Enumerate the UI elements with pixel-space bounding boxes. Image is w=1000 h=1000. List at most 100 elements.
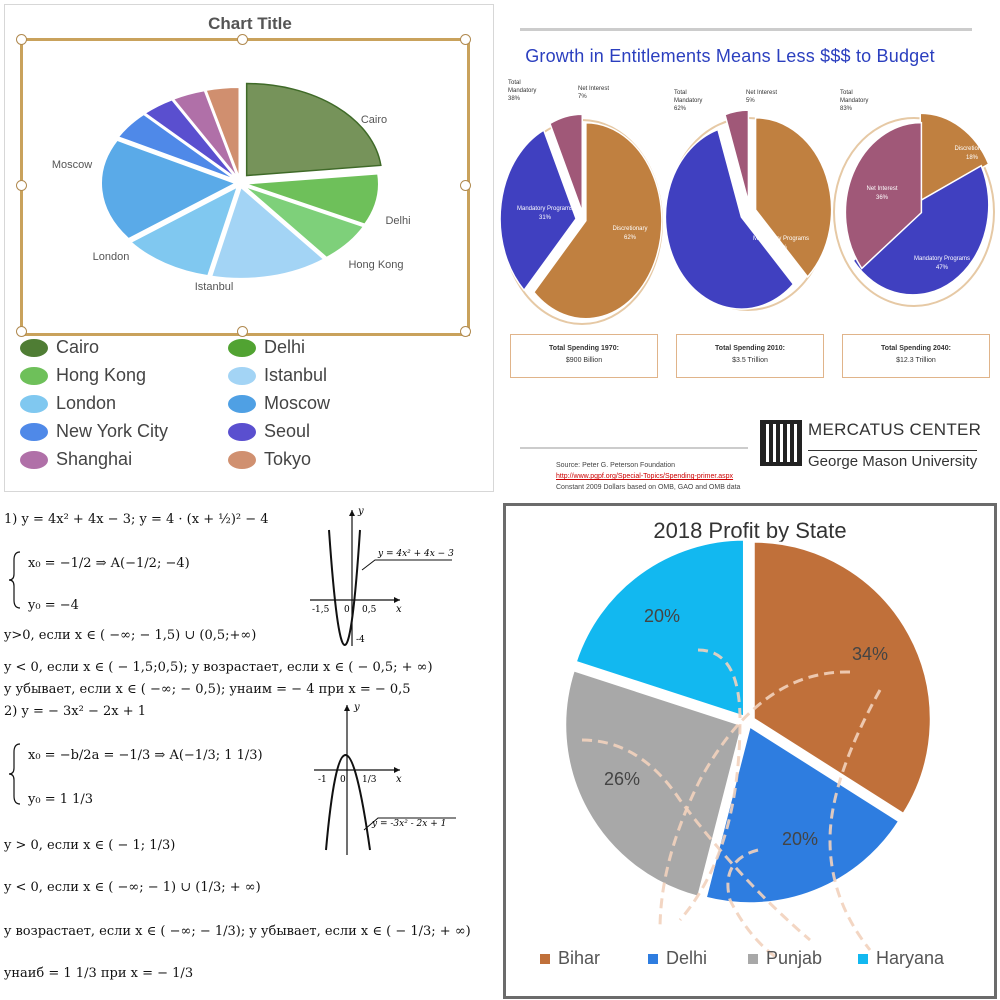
pie-slice-new-york-city[interactable] bbox=[116, 112, 238, 182]
pie-slice-moscow[interactable] bbox=[100, 138, 239, 241]
legend-label: Delhi bbox=[264, 337, 306, 357]
pie-slice-discretionary[interactable] bbox=[754, 117, 833, 279]
pie-slice-discretionary[interactable] bbox=[919, 112, 990, 205]
legend-label: Istanbul bbox=[264, 365, 328, 385]
math-line: y < 0, если x ∈ ( − 1,5;0,5); y возраста… bbox=[4, 660, 433, 675]
pie-slice-mandatory-programs[interactable] bbox=[500, 128, 577, 292]
slice-label: Discretionary 62% bbox=[612, 226, 647, 241]
legend-label: Bihar bbox=[558, 948, 601, 968]
pie-slice-mandatory-programs[interactable] bbox=[664, 128, 795, 310]
legend-item-istanbul[interactable]: Istanbul bbox=[228, 365, 327, 386]
legend-swatch bbox=[20, 366, 48, 385]
chart-area-border bbox=[4, 4, 494, 492]
legend-swatch bbox=[228, 450, 256, 469]
math-line: y > 0, если x ∈ ( − 1; 1/3) bbox=[4, 838, 176, 853]
legend-item-london[interactable]: London bbox=[20, 393, 116, 414]
brand-subtitle: George Mason University bbox=[808, 450, 978, 470]
callout-leader-line bbox=[581, 738, 811, 942]
resize-handle[interactable] bbox=[16, 326, 27, 337]
math-solution-panel: 1) y = 4x² + 4x − 3; y = 4 · (x + ½)² − … bbox=[0, 500, 500, 1000]
pie-slice-seoul[interactable] bbox=[142, 98, 239, 181]
resize-handle[interactable] bbox=[16, 180, 27, 191]
pie-slice-net-interest[interactable] bbox=[844, 121, 923, 270]
pie-slice-haryana[interactable] bbox=[573, 537, 746, 720]
legend-item-hong-kong[interactable]: Hong Kong bbox=[20, 365, 146, 386]
legend-label: New York City bbox=[56, 421, 169, 441]
math-line: y возрастает, если x ∈ ( −∞; − 1/3); y у… bbox=[4, 924, 471, 939]
mercatus-logo-icon bbox=[760, 420, 802, 466]
pie-slice-tokyo[interactable] bbox=[204, 86, 241, 180]
slice-label: Mandatory Programs 47% bbox=[914, 256, 970, 271]
box-heading: Total Spending 1970: bbox=[549, 345, 619, 352]
resize-handle[interactable] bbox=[16, 34, 27, 45]
legend-label: Cairo bbox=[56, 337, 100, 357]
brand-name: MERCATUS CENTER bbox=[808, 420, 982, 439]
legend-item-haryana[interactable]: Haryana bbox=[858, 948, 944, 969]
graph-1: y = 4x² + 4x − 3 -1,5 0 0,5 -4 x y bbox=[310, 506, 454, 646]
legend-label: Tokyo bbox=[264, 449, 312, 469]
legend-item-moscow[interactable]: Moscow bbox=[228, 393, 330, 414]
x-axis-label: x bbox=[396, 604, 402, 615]
legend-swatch bbox=[228, 338, 256, 357]
pie-slice-istanbul[interactable] bbox=[209, 185, 327, 280]
slice-label: Cairo bbox=[361, 114, 387, 126]
footer-divider bbox=[520, 447, 748, 449]
pie-slice-delhi[interactable] bbox=[243, 172, 380, 226]
callout-label: Net Interest 7% bbox=[578, 86, 609, 100]
entitlements-title: Growth in Entitlements Means Less $$$ to… bbox=[525, 46, 935, 66]
legend-item-seoul[interactable]: Seoul bbox=[228, 421, 310, 442]
math-line: 1) y = 4x² + 4x − 3; y = 4 · (x + ½)² − … bbox=[4, 512, 269, 527]
pie-slice-shanghai[interactable] bbox=[171, 89, 240, 180]
legend-label: Haryana bbox=[876, 948, 945, 968]
legend-item-shanghai[interactable]: Shanghai bbox=[20, 449, 132, 470]
source-line: Source: Peter G. Peterson Foundation bbox=[556, 462, 676, 469]
resize-handle[interactable] bbox=[460, 180, 471, 191]
legend-item-delhi[interactable]: Delhi bbox=[648, 948, 707, 969]
legend-item-punjab[interactable]: Punjab bbox=[748, 948, 822, 969]
tick-label: 0,5 bbox=[362, 605, 377, 615]
pie-slice-bihar[interactable] bbox=[751, 539, 933, 817]
pie-slice-delhi[interactable] bbox=[703, 723, 902, 906]
city-pie-chart-panel: Chart Title Cairo Delhi Hong Kong Istanbul L… bbox=[0, 0, 500, 500]
resize-handle[interactable] bbox=[460, 34, 471, 45]
math-line: y>0, если x ∈ ( −∞; − 1,5) ∪ (0,5;+∞) bbox=[4, 628, 257, 643]
legend-swatch bbox=[648, 953, 658, 964]
legend-swatch bbox=[228, 394, 256, 413]
pie-slice-mandatory-programs[interactable] bbox=[852, 164, 990, 296]
legend-item-delhi[interactable]: Delhi bbox=[228, 337, 305, 358]
resize-handle[interactable] bbox=[237, 326, 248, 337]
legend-item-bihar[interactable]: Bihar bbox=[540, 948, 600, 969]
chart-title[interactable]: Chart Title bbox=[208, 14, 292, 33]
y-axis-label: y bbox=[357, 506, 364, 517]
data-label-haryana: 20% bbox=[644, 606, 680, 626]
pie-slice-discretionary[interactable] bbox=[532, 121, 663, 320]
legend-item-cairo[interactable]: Cairo bbox=[20, 337, 99, 358]
pie-slice-hong-kong[interactable] bbox=[242, 184, 366, 260]
source-note: Constant 2009 Dollars based on OMB, GAO … bbox=[556, 484, 741, 491]
callout-label: Total Mandatory 62% bbox=[674, 90, 702, 112]
pie-slice-punjab[interactable] bbox=[563, 667, 745, 900]
pie-slice-cairo[interactable] bbox=[245, 82, 382, 177]
pie-slice-london[interactable] bbox=[128, 184, 240, 278]
box-value: $3.5 Trillion bbox=[732, 357, 768, 364]
slice-label: Delhi bbox=[385, 215, 410, 227]
chart-frame bbox=[503, 503, 997, 999]
slice-label: Hong Kong bbox=[348, 259, 403, 271]
source-link[interactable]: http://www.pgpf.org/Special-Topics/Spend… bbox=[556, 473, 734, 480]
total-spending-box-2040: Total Spending 2040: $12.3 Trillion bbox=[842, 334, 990, 378]
legend-swatch bbox=[748, 953, 758, 964]
pie-slice-net-interest[interactable] bbox=[724, 109, 750, 203]
resize-handle[interactable] bbox=[460, 326, 471, 337]
resize-handle[interactable] bbox=[237, 34, 248, 45]
callout-label: Total Mandatory 38% bbox=[508, 80, 536, 102]
legend-item-new-york-city[interactable]: New York City bbox=[20, 421, 168, 442]
legend-item-tokyo[interactable]: Tokyo bbox=[228, 449, 311, 470]
pie-slice-net-interest[interactable] bbox=[548, 113, 584, 213]
box-value: $12.3 Trillion bbox=[896, 357, 936, 364]
slice-label: Istanbul bbox=[195, 281, 234, 293]
math-line: y₀ = −4 bbox=[28, 598, 79, 613]
math-line: x₀ = −b/2a = −1/3 ⇒ A(−1/3; 1 1/3) bbox=[28, 748, 263, 763]
slice-label: Moscow bbox=[52, 159, 92, 171]
tick-label: 1/3 bbox=[362, 775, 377, 785]
slice-label: London bbox=[93, 251, 130, 263]
